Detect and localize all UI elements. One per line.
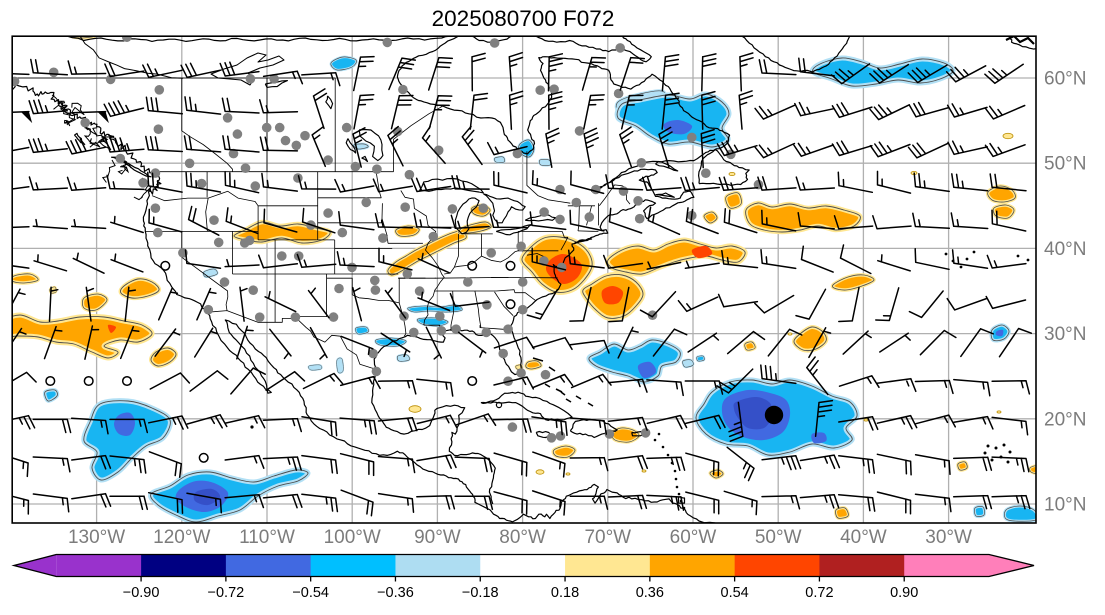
svg-text:−0.54: −0.54 — [292, 585, 329, 601]
svg-text:50°W: 50°W — [755, 527, 802, 548]
svg-text:90°W: 90°W — [414, 527, 461, 548]
svg-text:2025080700 F072: 2025080700 F072 — [432, 6, 615, 31]
svg-text:−0.72: −0.72 — [208, 585, 245, 601]
svg-text:−0.18: −0.18 — [462, 585, 499, 601]
svg-text:120°W: 120°W — [153, 527, 210, 548]
svg-text:0.18: 0.18 — [551, 585, 579, 601]
svg-text:50°N: 50°N — [1044, 154, 1086, 175]
svg-text:60°N: 60°N — [1044, 69, 1086, 90]
svg-text:0.54: 0.54 — [721, 585, 749, 601]
svg-text:0.36: 0.36 — [636, 585, 664, 601]
svg-text:70°W: 70°W — [584, 527, 631, 548]
svg-text:20°N: 20°N — [1044, 409, 1086, 430]
svg-text:−0.90: −0.90 — [123, 585, 160, 601]
svg-text:40°W: 40°W — [840, 527, 887, 548]
svg-text:40°N: 40°N — [1044, 239, 1086, 260]
svg-text:60°W: 60°W — [670, 527, 717, 548]
svg-text:30°N: 30°N — [1044, 324, 1086, 345]
svg-text:0.72: 0.72 — [805, 585, 833, 601]
svg-text:−0.36: −0.36 — [377, 585, 414, 601]
svg-text:80°W: 80°W — [499, 527, 546, 548]
svg-text:130°W: 130°W — [68, 527, 125, 548]
svg-text:30°W: 30°W — [925, 527, 972, 548]
svg-text:110°W: 110°W — [239, 527, 295, 548]
svg-text:10°N: 10°N — [1044, 495, 1086, 516]
svg-text:100°W: 100°W — [324, 527, 381, 548]
svg-text:0.90: 0.90 — [890, 585, 918, 601]
